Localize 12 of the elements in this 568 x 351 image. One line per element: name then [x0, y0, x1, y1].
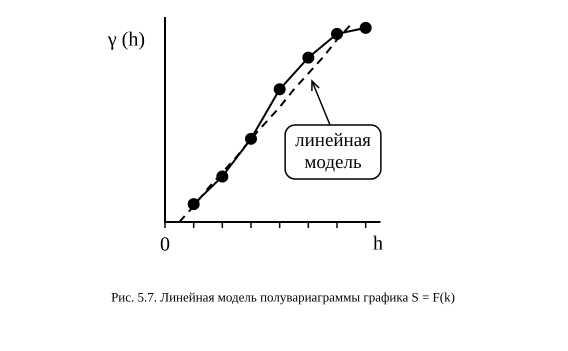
point — [245, 132, 257, 145]
point — [331, 28, 343, 40]
y-axis-title: γ (h) — [106, 28, 145, 50]
x-axis-title: h — [373, 232, 383, 254]
point — [216, 170, 228, 182]
text: Рис. 5.7. Линейная модель полувариаграммы графика S = F(k) — [111, 289, 455, 304]
point — [188, 198, 200, 210]
point — [360, 22, 372, 34]
annotation: линейная модель — [295, 130, 372, 173]
text: 0 — [160, 233, 170, 256]
point — [302, 52, 314, 64]
point — [274, 83, 286, 96]
